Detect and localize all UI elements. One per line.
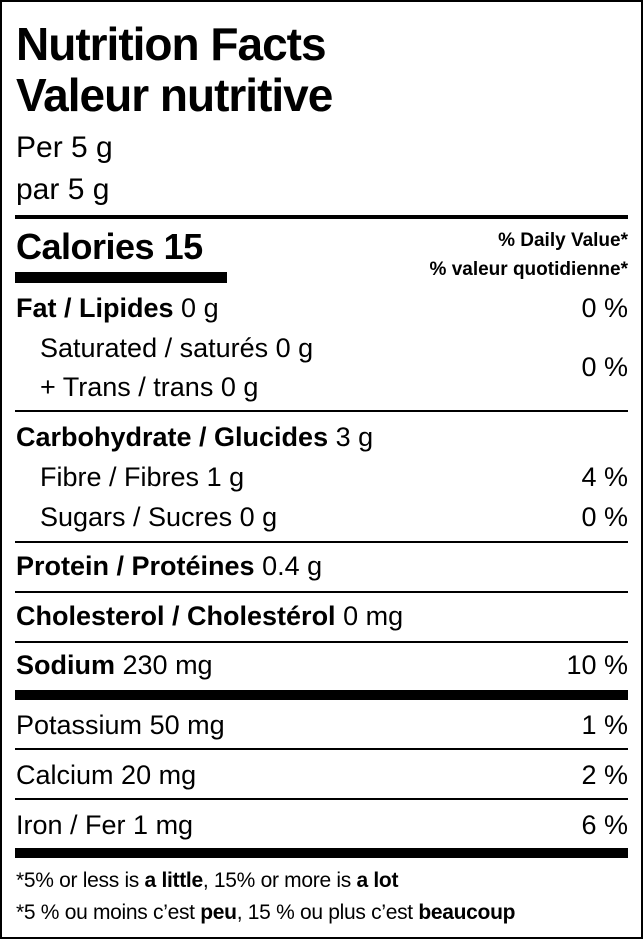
nutrient-amount: 3 g <box>335 422 374 452</box>
nutrient-dv: 0 % <box>581 502 628 532</box>
footnote-bold: a little <box>144 869 204 892</box>
divider <box>15 410 628 412</box>
row-potassium: Potassium 50 mg 1 % <box>16 712 628 739</box>
row-fibre: Fibre / Fibres 1 g 4 % <box>16 464 628 491</box>
nutrient-amount: 1 g <box>206 462 245 492</box>
row-sugars: Sugars / Sucres 0 g 0 % <box>16 504 628 531</box>
nutrient-label: Fibre / Fibres <box>40 462 200 492</box>
nutrient-label: Sugars / Sucres <box>40 502 233 532</box>
nutrient-label: Sodium <box>16 650 115 680</box>
footnote-text: *5% or less is <box>16 869 145 892</box>
footnote-en: *5% or less is a little, 15% or more is … <box>16 870 398 891</box>
divider <box>15 541 628 543</box>
row-protein: Protein / Protéines 0.4 g <box>16 553 628 580</box>
nutrient-dv: 4 % <box>581 462 628 492</box>
footnote-bold: peu <box>200 901 237 924</box>
footnote-text: *5 % ou moins c’est <box>16 901 201 924</box>
nutrient-label: Protein / Protéines <box>16 551 255 581</box>
calories-underline <box>15 272 227 283</box>
row-calcium: Calcium 20 mg 2 % <box>16 762 628 789</box>
divider <box>15 748 628 750</box>
divider <box>15 641 628 643</box>
calories: Calories 15 <box>16 229 203 265</box>
nutrient-amount: 0.4 g <box>262 551 323 581</box>
row-trans: + Trans / trans 0 g <box>16 374 628 401</box>
divider <box>15 591 628 593</box>
sat-trans-dv: 0 % <box>581 352 628 382</box>
nutrient-dv: 6 % <box>581 810 628 840</box>
nutrient-label: Iron / Fer <box>16 810 126 840</box>
nutrient-amount: 0 g <box>220 372 259 402</box>
nutrient-label: Calcium <box>16 760 114 790</box>
row-fat: Fat / Lipides 0 g 0 % <box>16 295 628 322</box>
serving-size-en: Per 5 g <box>16 131 113 164</box>
row-iron: Iron / Fer 1 mg 6 % <box>16 812 628 839</box>
nutrient-label: Saturated / saturés <box>40 333 269 363</box>
nutrient-amount: 0 mg <box>343 601 404 631</box>
nutrient-amount: 0 g <box>275 333 314 363</box>
nutrient-label: Carbohydrate / Glucides <box>16 422 329 452</box>
divider-thick <box>15 848 628 858</box>
divider-thick <box>15 690 628 700</box>
dv-header-en: % Daily Value* <box>498 230 628 251</box>
nutrient-amount: 0 g <box>181 293 219 323</box>
row-carbohydrate: Carbohydrate / Glucides 3 g <box>16 424 628 451</box>
dv-header-fr: % valeur quotidienne* <box>429 259 628 280</box>
row-saturated: Saturated / saturés 0 g <box>16 335 628 362</box>
nutrient-label: Fat / Lipides <box>16 293 174 323</box>
footnote-bold: beaucoup <box>418 901 516 924</box>
calories-label: Calories <box>16 226 155 267</box>
footnote-bold: a lot <box>356 869 399 892</box>
serving-size-fr: par 5 g <box>16 173 110 206</box>
nutrient-amount: 1 mg <box>133 810 194 840</box>
footnote-text: , 15 % ou plus c’est <box>236 901 419 924</box>
footnote-fr: *5 % ou moins c’est peu, 15 % ou plus c’… <box>16 902 515 923</box>
nutrient-label: Cholesterol / Cholestérol <box>16 601 336 631</box>
nutrient-dv: 10 % <box>566 650 628 680</box>
divider <box>15 215 628 219</box>
nutrient-dv: 2 % <box>581 760 628 790</box>
row-cholesterol: Cholesterol / Cholestérol 0 mg <box>16 603 628 630</box>
nutrient-label: + Trans / trans <box>40 372 214 402</box>
title-fr: Valeur nutritive <box>16 69 333 121</box>
nutrient-dv: 1 % <box>581 710 628 740</box>
calories-value: 15 <box>163 226 204 267</box>
nutrient-amount: 0 g <box>239 502 278 532</box>
title-en: Nutrition Facts <box>16 18 327 70</box>
nutrient-dv: 0 % <box>581 293 628 323</box>
nutrient-amount: 230 mg <box>122 650 213 680</box>
nutrient-label: Potassium <box>16 710 143 740</box>
nutrient-amount: 50 mg <box>149 710 225 740</box>
nutrient-amount: 20 mg <box>121 760 197 790</box>
row-sodium: Sodium 230 mg 10 % <box>16 652 628 679</box>
footnote-text: , 15% or more is <box>202 869 357 892</box>
divider <box>15 798 628 800</box>
